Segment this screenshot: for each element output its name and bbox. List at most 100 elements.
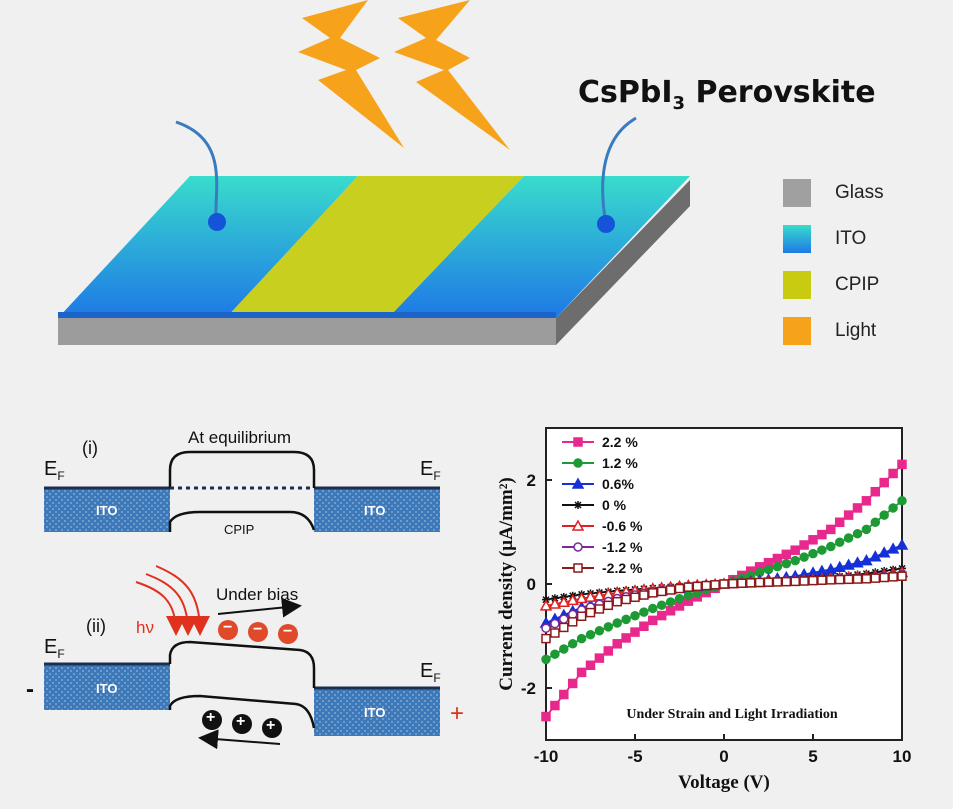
data-point bbox=[808, 548, 818, 559]
data-point bbox=[879, 510, 889, 520]
jv-chart: -10 -5 0 5 10 -2 0 2 Voltage (V) Current density … bbox=[496, 427, 911, 793]
data-point bbox=[737, 578, 747, 588]
legend-entry: -0.6 % bbox=[602, 518, 643, 534]
probe-wire-right bbox=[601, 116, 637, 225]
data-point bbox=[674, 593, 685, 604]
device-title: CsPbI3 Perovskite bbox=[578, 75, 876, 114]
data-point bbox=[550, 628, 560, 638]
fermi-label-right-bias: EF bbox=[420, 660, 441, 685]
data-point bbox=[852, 574, 863, 584]
data-point bbox=[834, 537, 845, 548]
conduction-band-bias bbox=[168, 640, 316, 688]
x-axis-label: Voltage (V) bbox=[678, 772, 770, 793]
photon-ray-3 bbox=[155, 565, 210, 636]
legend-entry: 2.2 % bbox=[602, 434, 638, 450]
data-point bbox=[665, 597, 676, 607]
data-point bbox=[630, 627, 640, 637]
data-point bbox=[665, 606, 676, 616]
data-point bbox=[594, 626, 605, 636]
data-point bbox=[639, 607, 649, 617]
data-point bbox=[808, 575, 818, 586]
data-point bbox=[772, 553, 783, 564]
lightning-bolt-right bbox=[394, 0, 510, 150]
data-point bbox=[790, 555, 800, 566]
ito-label-left: ITO bbox=[96, 503, 118, 518]
data-point bbox=[817, 575, 827, 585]
cpip-label: CPIP bbox=[224, 522, 255, 537]
data-point bbox=[843, 574, 854, 585]
ito-swatch bbox=[783, 225, 811, 253]
data-point bbox=[656, 586, 667, 597]
data-point bbox=[559, 644, 569, 654]
ito-block-left bbox=[44, 488, 170, 532]
device-illustration bbox=[58, 0, 690, 345]
ito-block-right-bias bbox=[314, 688, 440, 736]
data-point bbox=[621, 594, 631, 605]
ito-label-right-bias: ITO bbox=[364, 705, 386, 720]
data-point bbox=[763, 564, 774, 575]
data-point bbox=[656, 610, 667, 621]
legend-entry: 0 % bbox=[602, 497, 627, 513]
data-point bbox=[754, 577, 765, 588]
data-point bbox=[567, 678, 578, 689]
data-point bbox=[648, 588, 658, 598]
data-point bbox=[719, 579, 729, 589]
ito-electrode-left bbox=[58, 176, 358, 318]
data-point bbox=[584, 590, 597, 602]
legend-marker bbox=[573, 542, 583, 552]
data-point bbox=[860, 554, 873, 566]
data-point bbox=[557, 595, 571, 607]
ito-block-left-bias bbox=[44, 664, 170, 710]
legend-item-ito: ITO bbox=[783, 216, 884, 262]
data-point bbox=[851, 556, 864, 568]
legend-marker bbox=[571, 519, 585, 531]
legend-entry: -1.2 % bbox=[602, 539, 643, 555]
legend-marker bbox=[571, 477, 585, 489]
data-point bbox=[799, 576, 809, 586]
data-point bbox=[683, 590, 694, 601]
data-point bbox=[550, 700, 560, 711]
data-point bbox=[539, 599, 553, 611]
ito-label-right: ITO bbox=[364, 503, 386, 518]
data-point bbox=[888, 572, 898, 582]
data-point bbox=[575, 592, 588, 604]
data-point bbox=[790, 576, 800, 587]
hole-arrow bbox=[198, 729, 281, 750]
data-point bbox=[548, 597, 562, 609]
legend-label: Glass bbox=[835, 182, 884, 203]
legend-entry: 1.2 % bbox=[602, 455, 638, 471]
hole-symbol: + bbox=[266, 717, 276, 734]
data-point bbox=[833, 560, 846, 572]
ito-electrode-right bbox=[388, 176, 690, 318]
probe-wire-left bbox=[175, 120, 219, 223]
data-point bbox=[834, 517, 845, 527]
cpip-swatch bbox=[783, 271, 811, 299]
data-point bbox=[576, 667, 587, 678]
data-point bbox=[594, 653, 605, 663]
data-point bbox=[541, 654, 551, 665]
data-point bbox=[559, 614, 569, 624]
probe-contact-right bbox=[597, 215, 615, 233]
data-point bbox=[576, 633, 587, 644]
probe-contact-left bbox=[208, 213, 226, 231]
data-point bbox=[877, 546, 891, 558]
data-point bbox=[861, 574, 872, 584]
fermi-label-left-bias: EF bbox=[44, 636, 65, 661]
data-point bbox=[781, 558, 792, 569]
positive-terminal: + bbox=[450, 700, 465, 727]
data-point bbox=[861, 496, 872, 506]
data-point bbox=[888, 468, 898, 479]
bias-label: Under bias bbox=[216, 585, 299, 604]
chart-annotation: Under Strain and Light Irradiation bbox=[626, 707, 838, 722]
data-point bbox=[861, 524, 872, 535]
x-tick-label: -5 bbox=[627, 747, 642, 766]
data-point bbox=[799, 540, 809, 550]
material-legend: Glass ITO CPIP Light bbox=[783, 170, 884, 354]
data-point bbox=[550, 618, 560, 629]
legend-label: ITO bbox=[835, 228, 867, 249]
data-point bbox=[701, 580, 711, 591]
data-point bbox=[541, 623, 551, 633]
glass-swatch bbox=[783, 179, 811, 207]
valence-band-bias bbox=[168, 694, 316, 729]
